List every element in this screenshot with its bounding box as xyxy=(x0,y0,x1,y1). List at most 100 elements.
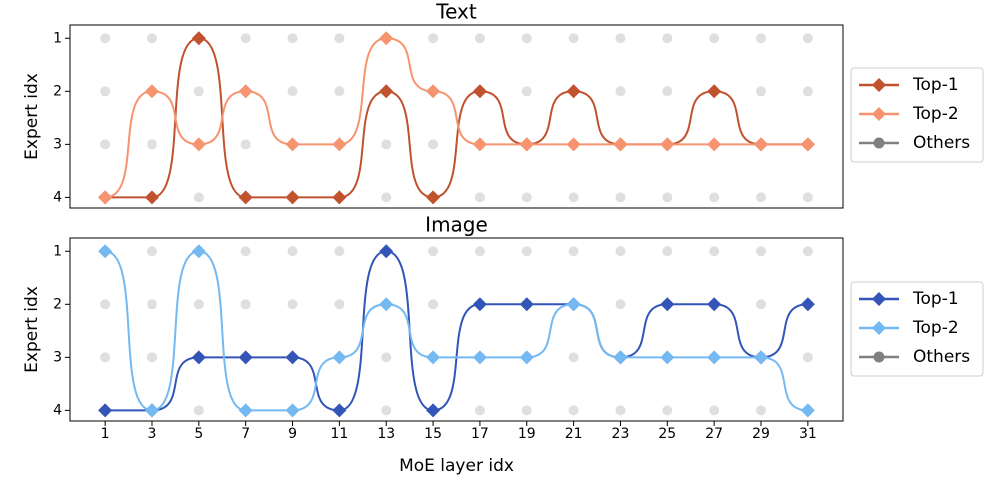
diamond-marker xyxy=(426,350,441,365)
diamond-marker xyxy=(472,137,487,152)
diamond-marker xyxy=(191,31,206,46)
axes-frame xyxy=(69,237,844,422)
other-expert-point xyxy=(615,405,626,416)
other-expert-point xyxy=(802,86,813,97)
other-expert-point xyxy=(568,246,579,257)
diamond-marker xyxy=(379,244,394,259)
other-expert-point xyxy=(334,299,345,310)
other-expert-point xyxy=(240,246,251,257)
other-expert-point xyxy=(193,86,204,97)
x-tick-label: 1 xyxy=(101,426,110,442)
diamond-marker xyxy=(332,350,347,365)
other-expert-point xyxy=(615,192,626,203)
diamond-marker xyxy=(426,403,441,418)
other-expert-point xyxy=(521,86,532,97)
legend-box xyxy=(850,67,984,163)
other-expert-point xyxy=(100,33,111,44)
legend-marker xyxy=(872,321,886,335)
legend-marker xyxy=(872,78,886,92)
legend-box xyxy=(850,281,984,377)
diamond-marker xyxy=(566,137,581,152)
other-expert-point xyxy=(100,352,111,363)
other-expert-point xyxy=(615,86,626,97)
other-expert-point xyxy=(428,246,439,257)
other-expert-point xyxy=(146,33,157,44)
other-expert-point xyxy=(709,405,720,416)
legend-label: Top-1 xyxy=(912,289,959,309)
other-expert-point xyxy=(662,33,673,44)
x-tick-label: 25 xyxy=(658,426,676,442)
y-tick-label: 4 xyxy=(53,402,62,418)
other-expert-point xyxy=(381,405,392,416)
other-expert-point xyxy=(287,246,298,257)
other-expert-point xyxy=(334,86,345,97)
other-expert-point xyxy=(381,139,392,150)
other-expert-point xyxy=(709,192,720,203)
y-tick-label: 3 xyxy=(53,136,62,152)
other-expert-point xyxy=(756,405,767,416)
other-expert-point xyxy=(474,33,485,44)
other-expert-point xyxy=(428,299,439,310)
panel-title: Image xyxy=(425,213,488,237)
other-expert-point xyxy=(100,86,111,97)
other-expert-point xyxy=(193,192,204,203)
diamond-marker xyxy=(566,297,581,312)
diamond-marker xyxy=(379,297,394,312)
series-line xyxy=(104,250,808,412)
other-expert-point xyxy=(428,139,439,150)
other-expert-point xyxy=(146,352,157,363)
series-line xyxy=(105,37,808,199)
other-expert-point xyxy=(802,192,813,203)
other-expert-point xyxy=(100,299,111,310)
diamond-marker xyxy=(144,403,159,418)
diamond-marker xyxy=(707,84,722,99)
diamond-marker xyxy=(660,137,675,152)
series-line xyxy=(105,250,808,412)
diamond-marker xyxy=(238,84,253,99)
legend-marker xyxy=(872,107,886,121)
x-tick-label: 17 xyxy=(471,426,489,442)
other-expert-point xyxy=(521,246,532,257)
x-tick-label: 9 xyxy=(288,426,297,442)
other-expert-point xyxy=(756,299,767,310)
diamond-marker xyxy=(707,297,722,312)
other-expert-point xyxy=(287,299,298,310)
other-expert-point xyxy=(802,352,813,363)
diamond-marker xyxy=(332,190,347,205)
diamond-marker xyxy=(519,350,534,365)
x-tick-label: 29 xyxy=(752,426,770,442)
diamond-marker xyxy=(379,84,394,99)
other-expert-point xyxy=(381,192,392,203)
other-expert-point xyxy=(662,405,673,416)
diamond-marker xyxy=(285,190,300,205)
other-expert-point xyxy=(521,405,532,416)
other-expert-point xyxy=(802,246,813,257)
other-expert-point xyxy=(287,33,298,44)
diamond-marker xyxy=(800,403,815,418)
x-tick-label: 19 xyxy=(518,426,536,442)
diamond-marker xyxy=(238,403,253,418)
y-tick-label: 2 xyxy=(53,296,62,312)
legend-marker xyxy=(873,137,885,149)
diamond-marker xyxy=(660,350,675,365)
diamond-marker xyxy=(707,137,722,152)
diamond-marker xyxy=(613,350,628,365)
diamond-marker xyxy=(238,190,253,205)
series-line xyxy=(105,37,808,199)
x-axis-label: MoE layer idx xyxy=(399,456,514,476)
other-expert-point xyxy=(146,246,157,257)
diamond-marker xyxy=(613,137,628,152)
other-expert-point xyxy=(240,139,251,150)
other-expert-point xyxy=(802,33,813,44)
legend-marker xyxy=(872,292,886,306)
diamond-marker xyxy=(472,297,487,312)
y-tick-label: 1 xyxy=(53,243,62,259)
other-expert-point xyxy=(568,192,579,203)
diamond-marker xyxy=(472,84,487,99)
other-expert-point xyxy=(521,33,532,44)
x-tick-label: 15 xyxy=(424,426,442,442)
diamond-marker xyxy=(98,403,113,418)
other-expert-point xyxy=(334,33,345,44)
other-expert-point xyxy=(474,246,485,257)
